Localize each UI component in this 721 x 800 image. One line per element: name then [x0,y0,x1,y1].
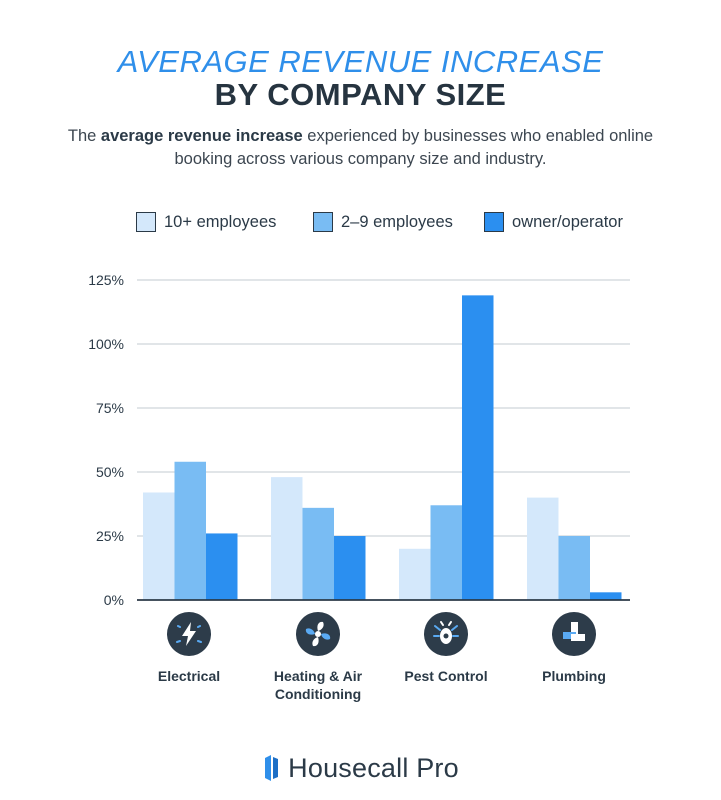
bar [527,497,559,600]
bar [206,533,238,600]
bar [302,507,334,600]
housecall-logo-icon [265,755,279,781]
bug-icon [424,612,468,656]
bar [590,592,622,600]
y-tick-label: 0% [104,592,124,608]
bar [399,548,431,600]
brand-footer: Housecall Pro [0,748,721,788]
category-label-line: Conditioning [274,686,362,702]
legend: 10+ employees 2–9 employees owner/operat… [0,212,721,238]
legend-swatch-owner [484,212,504,232]
y-tick-label: 25% [96,528,124,544]
category-label-line: Electrical [157,668,221,684]
legend-label-10plus: 10+ employees [164,212,277,231]
chart-title-line-2: BY COMPANY SIZE [214,77,507,112]
chart-title-line-1: AVERAGE REVENUE INCREASE [117,44,604,79]
legend-item-2to9: 2–9 employees [313,212,453,232]
bar [558,536,590,600]
category-label-line: Plumbing [542,668,606,684]
legend-item-10plus: 10+ employees [136,212,276,232]
bar [334,536,366,600]
bar [271,477,303,600]
category-label-heating-air: Heating & Air Conditioning [248,667,388,703]
subtitle-text-start: The [67,127,101,145]
legend-label-owner: owner/operator [512,212,623,231]
legend-item-owner: owner/operator [484,212,623,232]
bar [462,295,494,600]
category-label-electrical: Electrical [119,667,259,685]
chart-subtitle: The average revenue increase experienced… [60,125,661,171]
category-label-line: Pest Control [404,668,488,684]
category-label-line: Heating & Air [273,668,363,684]
y-tick-label: 50% [96,464,124,480]
legend-swatch-2to9 [313,212,333,232]
y-tick-label: 100% [88,336,124,352]
bar [430,505,462,600]
brand-name: Housecall Pro [288,752,459,783]
subtitle-text-end: experienced by businesses who enabled on… [174,127,654,168]
bar [174,461,206,600]
legend-swatch-10plus [136,212,156,232]
lightning-icon [167,612,211,656]
category-label-pest-control: Pest Control [376,667,516,685]
y-tick-label: 75% [96,400,124,416]
subtitle-text-bold: average revenue increase [100,127,303,145]
bar [143,492,175,600]
bar-chart: 0% 25% 50% 75% 100% 125% [88,272,630,608]
legend-label-2to9: 2–9 employees [341,212,453,231]
pipe-icon [552,612,596,656]
category-label-plumbing: Plumbing [504,667,644,685]
fan-icon [296,612,340,656]
y-tick-label: 125% [88,272,124,288]
